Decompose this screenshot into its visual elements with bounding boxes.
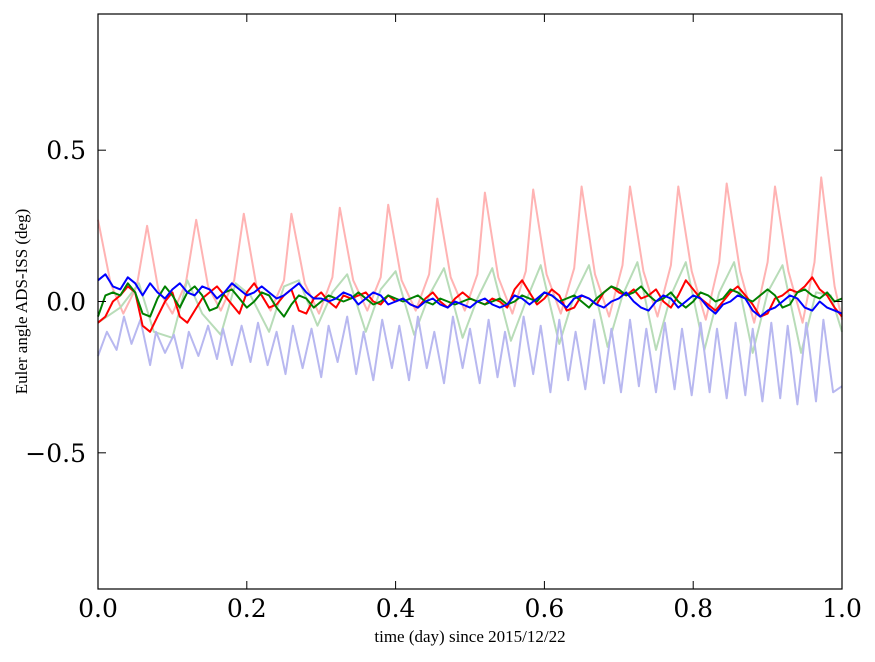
- x-tick-label: 0.8: [673, 594, 713, 623]
- y-axis-label: Euler angle ADS-ISS (deg): [12, 209, 31, 395]
- x-tick-label: 0.6: [525, 594, 565, 623]
- tick-layer: 0.0 0.2 0.4 0.6 0.8 1.0 0.5 0.0 −0.5: [25, 14, 862, 623]
- y-tick-label: −0.5: [25, 439, 86, 468]
- series-line-3: [97, 315, 843, 406]
- x-tick-label: 0.2: [227, 594, 267, 623]
- y-tick-label: 0.5: [46, 136, 86, 165]
- x-tick-label: 0.0: [78, 594, 118, 623]
- x-tick-label: 0.4: [376, 594, 416, 623]
- series-line-1: [97, 176, 843, 324]
- x-axis-label: time (day) since 2015/12/22: [374, 627, 565, 646]
- series-line-2: [97, 261, 843, 354]
- series-layer: [97, 176, 843, 406]
- series-line-6: [97, 273, 843, 318]
- x-tick-label: 1.0: [822, 594, 862, 623]
- series-line-5: [97, 282, 843, 318]
- y-tick-label: 0.0: [46, 288, 86, 317]
